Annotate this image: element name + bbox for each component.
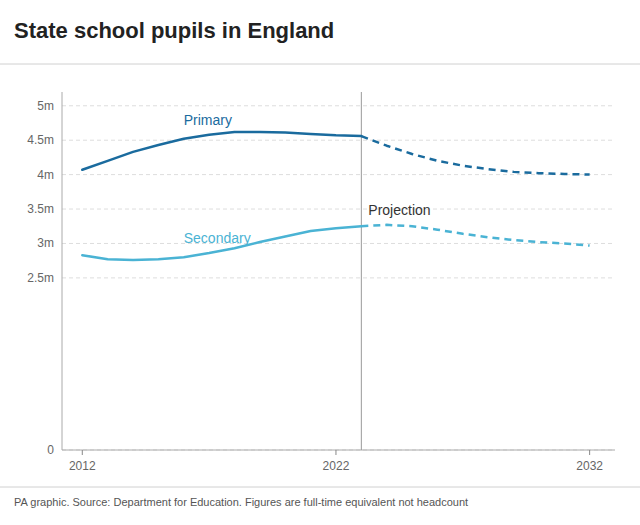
plot-area [82, 92, 589, 450]
y-tick-label: 3.5m [27, 202, 54, 216]
grid-line [62, 209, 615, 210]
x-tick [82, 450, 83, 455]
grid-line [62, 140, 615, 141]
x-tick [589, 450, 590, 455]
grid-line [62, 450, 615, 451]
series-line [82, 132, 361, 170]
footer-rule [0, 487, 640, 488]
y-axis: 0 2.5m 3m 3.5m 4m 4.5m 5m [27, 99, 615, 457]
grid-line [62, 174, 615, 175]
x-tick-label: 2022 [323, 459, 350, 473]
x-axis-line [62, 450, 615, 451]
y-tick-label: 2.5m [27, 271, 54, 285]
series-label: Secondary [184, 230, 251, 246]
title-rule [0, 64, 640, 65]
title: State school pupils in England [14, 18, 334, 43]
series-line [82, 226, 361, 260]
y-tick-label: 3m [37, 236, 54, 250]
annotation: Projection [368, 202, 430, 218]
x-tick [335, 450, 336, 455]
grid-line [62, 105, 615, 106]
y-tick-label: 0 [47, 443, 54, 457]
grid-line [62, 243, 615, 244]
series-line [361, 225, 589, 246]
chart: State school pupils in England 0 2.5m 3m 3.5… [0, 0, 640, 525]
y-tick-label: 4m [37, 168, 54, 182]
x-axis: 2012 2022 2032 [69, 450, 603, 473]
series-label: Primary [184, 112, 232, 128]
y-axis-line [62, 92, 63, 450]
y-tick-label: 4.5m [27, 133, 54, 147]
grid-line [62, 277, 615, 278]
y-tick-label: 5m [37, 99, 54, 113]
footer: PA graphic. Source: Department for Educa… [14, 496, 468, 508]
series-line [361, 136, 589, 175]
x-tick-label: 2032 [576, 459, 603, 473]
x-tick-label: 2012 [69, 459, 96, 473]
projection-line [361, 92, 362, 450]
